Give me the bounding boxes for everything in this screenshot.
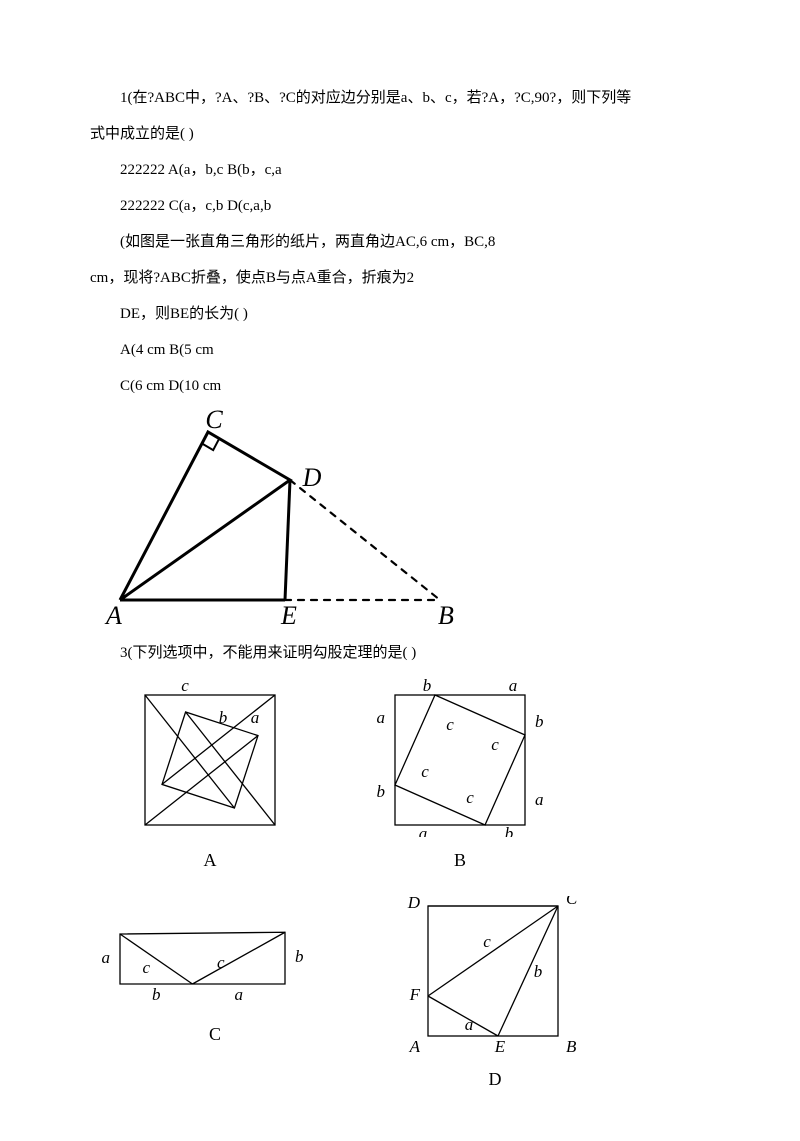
q2-optAB: A(4 cm B(5 cm [90, 332, 710, 368]
q3-row2: accbba C ABCDEFabc D [100, 896, 710, 1101]
q2-line3: DE，则BE的长为( ) [90, 296, 710, 332]
svg-text:a: a [251, 708, 260, 727]
q3-row1: cba A ccccbaabbaab B [120, 677, 710, 882]
svg-text:a: a [102, 948, 111, 967]
svg-text:a: a [234, 985, 243, 1004]
svg-text:b: b [423, 677, 432, 695]
q2-line1: (如图是一张直角三角形的纸片，两直角边AC,6 cm，BC,8 [90, 224, 710, 260]
q1-optAB: 222222 A(a，b,c B(b，c,a [90, 152, 710, 188]
svg-text:c: c [181, 677, 189, 695]
svg-text:D: D [302, 463, 322, 492]
svg-text:a: a [465, 1015, 474, 1034]
svg-text:c: c [491, 735, 499, 754]
q1-line1: 1(在?ABC中，?A、?B、?C的对应边分别是a、b、c，若?A，?C,90?… [90, 80, 710, 116]
svg-text:A: A [409, 1037, 421, 1056]
pythagoras-proof-d: A B C D E Fa b c [400, 896, 590, 1056]
q3-label-d: D [489, 1058, 502, 1101]
svg-text:c: c [466, 788, 474, 807]
q3-label-c: C [209, 1013, 221, 1056]
svg-text:A: A [104, 601, 122, 630]
document-page: 1(在?ABC中，?A、?B、?C的对应边分别是a、b、c，若?A，?C,90?… [0, 0, 800, 1141]
svg-text:b: b [535, 712, 544, 731]
q2-figure: A E B C D [90, 410, 710, 635]
q2-line2: cm，现将?ABC折叠，使点B与点A重合，折痕为2 [90, 260, 710, 296]
svg-text:b: b [377, 782, 386, 801]
svg-text:a: a [377, 708, 386, 727]
q3-label-b: B [454, 839, 466, 882]
svg-text:C: C [566, 896, 578, 908]
svg-text:F: F [409, 985, 421, 1004]
q3-stem: 3(下列选项中，不能用来证明勾股定理的是( ) [90, 635, 710, 671]
svg-text:b: b [295, 947, 304, 966]
q1-line2: 式中成立的是( ) [90, 116, 710, 152]
q3-figB-col: ccccbaabbaab B [370, 677, 550, 882]
svg-text:B: B [438, 601, 454, 630]
svg-text:D: D [407, 896, 421, 912]
svg-text:c: c [217, 953, 225, 972]
svg-text:c: c [142, 958, 150, 977]
q3-figD-col: ABCDEFabc D [400, 896, 590, 1101]
svg-text:c: c [446, 715, 454, 734]
q3-figC-col: accbba C [100, 896, 330, 1101]
svg-text:a: a [509, 677, 518, 695]
svg-text:B: B [566, 1037, 577, 1056]
svg-text:b: b [219, 708, 228, 727]
svg-text:c: c [483, 932, 491, 951]
q3-label-a: A [204, 839, 217, 882]
svg-text:E: E [280, 601, 297, 630]
triangle-fold-diagram: A E B C D [90, 410, 490, 635]
pythagoras-proof-b: ccccbaabbaab [370, 677, 550, 837]
svg-text:C: C [205, 410, 223, 434]
svg-text:b: b [152, 985, 161, 1004]
q1-optCD: 222222 C(a，c,b D(c,a,b [90, 188, 710, 224]
pythagoras-proof-a: c b a [120, 677, 300, 837]
svg-text:a: a [419, 824, 428, 837]
pythagoras-proof-c: accbba [100, 896, 330, 1011]
svg-text:b: b [534, 962, 543, 981]
svg-text:a: a [535, 790, 544, 809]
svg-text:E: E [494, 1037, 506, 1056]
svg-text:c: c [421, 762, 429, 781]
q2-optCD: C(6 cm D(10 cm [90, 368, 710, 404]
q3-figA-col: c b a A [120, 677, 300, 882]
svg-text:b: b [505, 824, 514, 837]
